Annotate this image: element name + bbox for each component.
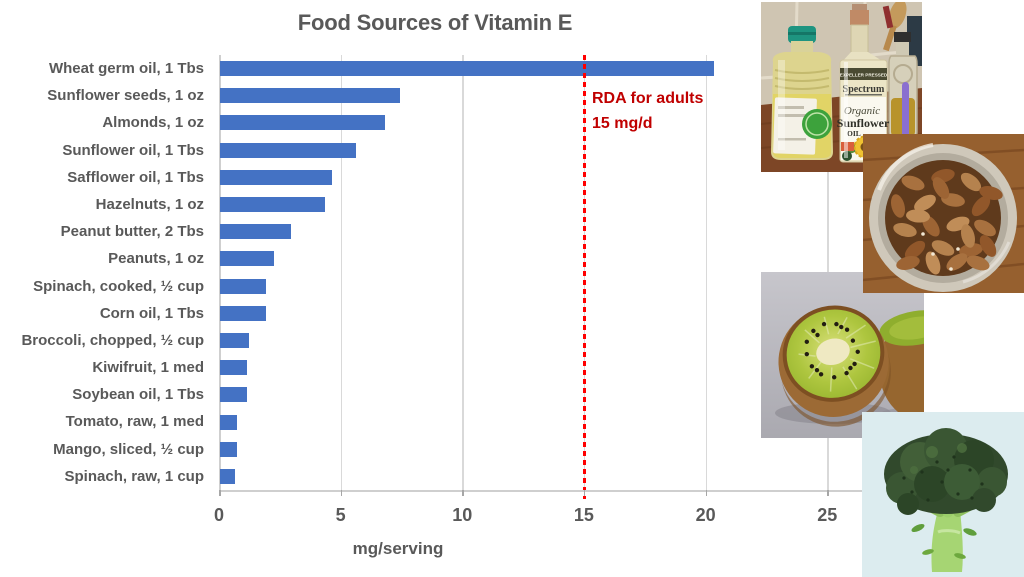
category-label: Corn oil, 1 Tbs: [99, 304, 204, 322]
category-label: Safflower oil, 1 Tbs: [67, 168, 204, 186]
category-label: Mango, sliced, ½ cup: [53, 440, 204, 458]
bar: [220, 88, 401, 104]
tick-mark: [827, 490, 829, 496]
oil-label-sunflower: Sunflower: [837, 116, 890, 130]
category-label: Sunflower oil, 1 Tbs: [62, 141, 204, 159]
kiwi-half-front: [778, 305, 891, 427]
kiwi-seeds: [804, 321, 860, 380]
bar: [220, 305, 267, 321]
gridline: [705, 55, 708, 490]
rda-annotation-line1: RDA for adults: [592, 90, 704, 107]
category-label: Kiwifruit, 1 med: [92, 359, 204, 377]
tick-mark: [462, 490, 464, 496]
rda-reference-line: [582, 55, 586, 499]
bar: [220, 224, 291, 240]
bar: [220, 61, 714, 77]
bar: [220, 197, 325, 213]
bar: [220, 251, 274, 267]
category-label: Peanut butter, 2 Tbs: [60, 223, 204, 241]
value-axis-line: [219, 490, 890, 492]
tick-label: 25: [817, 505, 838, 525]
bar: [220, 441, 238, 457]
category-label: Peanuts, 1 oz: [108, 250, 204, 268]
wooden-spoon: [883, 2, 907, 52]
tick-mark: [340, 490, 343, 496]
category-label: Wheat germ oil, 1 Tbs: [48, 60, 204, 77]
gridline: [340, 55, 343, 490]
chart-title: Food Sources of Vitamin E: [297, 10, 573, 35]
category-axis-labels: Wheat germ oil, 1 Tbs Sunflower seeds, 1 …: [0, 55, 211, 490]
bar: [220, 360, 247, 376]
oil-label-organic: Organic: [844, 105, 880, 117]
broccoli-head: [884, 428, 1008, 515]
tick-mark: [705, 490, 708, 496]
almonds: [890, 168, 1003, 275]
x-axis-title: mg/serving: [352, 539, 444, 558]
category-label: Spinach, raw, 1 cup: [64, 467, 204, 485]
glass-jar: [869, 143, 1017, 292]
tick-mark: [219, 490, 221, 496]
bar: [220, 414, 238, 430]
purple-handle: [902, 82, 909, 138]
gridline: [462, 55, 464, 490]
category-axis-line: [219, 55, 221, 490]
canola-oil-bottle: [771, 26, 833, 160]
plot-area: [219, 55, 890, 499]
bar: [220, 468, 235, 484]
tick-label: 5: [335, 505, 346, 525]
rda-annotation: RDA for adults 15 mg/d: [592, 86, 703, 136]
category-label: Soybean oil, 1 Tbs: [72, 386, 204, 404]
tick-label: 15: [573, 505, 594, 525]
tick-label: 20: [695, 505, 716, 525]
oil-band-text: EXPELLER PRESSED: [840, 73, 888, 78]
red-utensil: [882, 5, 894, 29]
bar: [220, 169, 332, 185]
broccoli-photo: [862, 412, 1024, 577]
rda-annotation-line2: 15 mg/d: [592, 115, 653, 132]
category-label: Sunflower seeds, 1 oz: [47, 87, 204, 105]
category-label: Spinach, cooked, ½ cup: [33, 277, 204, 295]
utensil-holder: [907, 16, 922, 66]
kiwifruit-photo: [761, 272, 924, 438]
oil-label-oil: OIL: [847, 129, 861, 138]
sunflower-oil-bottles-photo: EXPELLER PRESSED Spectrum Organic Sunflo…: [761, 2, 922, 172]
spectrum-sunflower-oil-bottle: EXPELLER PRESSED Spectrum Organic Sunflo…: [837, 4, 890, 163]
bar: [220, 115, 386, 131]
bar: [220, 278, 267, 294]
tick-mark: [583, 490, 586, 496]
category-label: Almonds, 1 oz: [102, 114, 204, 132]
kiwi-half-back: [879, 310, 924, 421]
tick-label: 10: [452, 505, 473, 525]
category-label: Tomato, raw, 1 med: [65, 413, 204, 431]
tick-label: 0: [213, 505, 225, 525]
almonds-jar-photo: [863, 134, 1024, 293]
category-label: Broccoli, chopped, ½ cup: [21, 331, 204, 349]
bar: [220, 387, 247, 403]
bar: [220, 142, 357, 158]
oil-brand-text: Spectrum: [843, 84, 885, 95]
bar: [220, 332, 250, 348]
category-label: Hazelnuts, 1 oz: [95, 195, 204, 213]
